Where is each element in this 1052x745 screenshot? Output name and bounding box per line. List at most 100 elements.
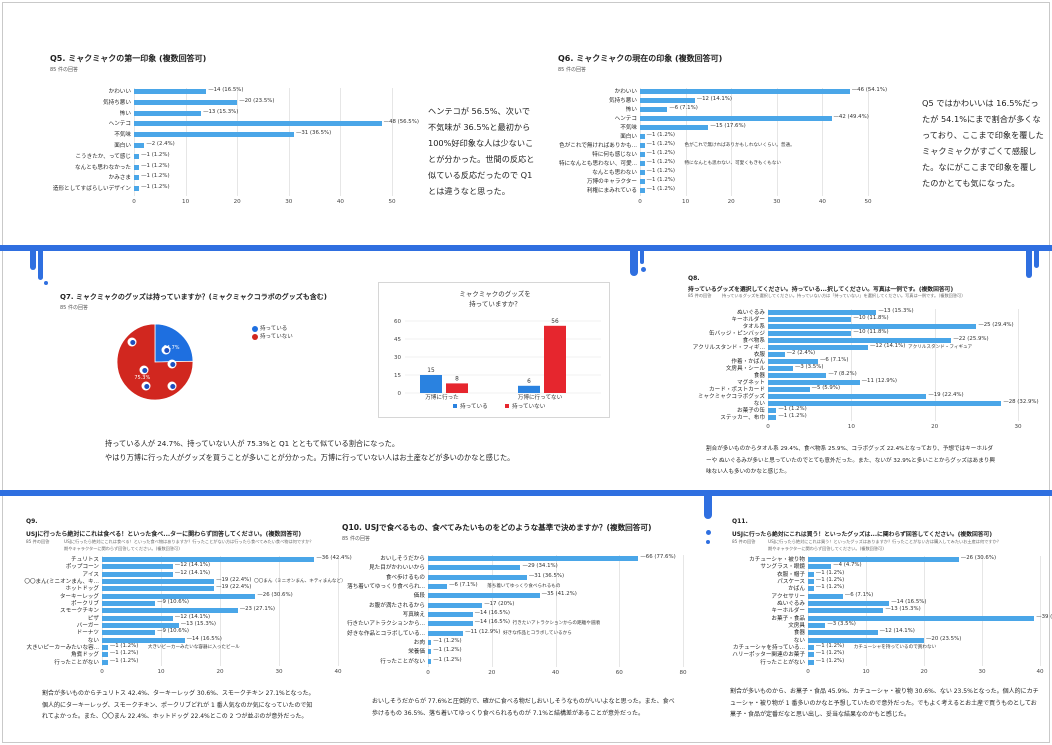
data-label: —3 (3.5%) bbox=[795, 364, 824, 370]
gridline bbox=[822, 88, 824, 196]
category-label: 価段 bbox=[413, 593, 425, 600]
category-label: ヘンテコ bbox=[614, 116, 637, 122]
legend-swatch bbox=[453, 404, 457, 408]
bar-annotation: 〇〇まん（ミニオンまん、キティまんなど） bbox=[254, 579, 346, 584]
data-label: —15 (17.6%) bbox=[710, 123, 746, 129]
bar-row: なんとも思わなかった —1 (1.2%) bbox=[75, 162, 392, 171]
bar bbox=[428, 565, 521, 571]
bar-row: ミャクミャクコラボグッズ —19 (22.4%) bbox=[698, 392, 1018, 400]
data-label: —12 (14.1%) bbox=[174, 562, 211, 569]
bar bbox=[428, 630, 464, 636]
category-label: 文房具 bbox=[788, 623, 805, 629]
gridline bbox=[982, 556, 983, 666]
bar-row: 色がこれで無ければありかも... —1 (1.2%) 色がこれで無ければありかもしれ… bbox=[559, 141, 868, 149]
bar-row: 写真映え —14 (16.5%) bbox=[403, 610, 683, 618]
bar-row: 万博のキャラクター —1 (1.2%) bbox=[587, 177, 868, 185]
axis-tick-label: 40 bbox=[818, 199, 826, 205]
bar bbox=[102, 630, 156, 636]
category-label: 衣服 bbox=[753, 352, 765, 358]
bar-row: ターキーレッグ —26 (30.6%) bbox=[60, 591, 338, 600]
category-label: ターキーレッグ bbox=[59, 593, 99, 600]
bar-row: ない —28 (32.9%) bbox=[754, 399, 1039, 407]
bar-row: 栄養価 —1 (1.2%) bbox=[408, 647, 683, 655]
bar-row: かばん —1 (1.2%) bbox=[788, 584, 1040, 592]
category-label: ない bbox=[87, 637, 99, 644]
legend-label: 持っている bbox=[460, 402, 488, 410]
data-label: —1 (1.2%) bbox=[141, 162, 170, 169]
q6-count: 85 件の回答 bbox=[558, 67, 586, 73]
axis-tick-label: 50 bbox=[388, 199, 396, 205]
data-label: —23 (27.1%) bbox=[239, 606, 275, 613]
q11-sub-2: 期やキャラクターに関わらず回答してください。(複数回答可) bbox=[768, 546, 884, 551]
q5-count: 85 件の回答 bbox=[50, 67, 78, 73]
q9-note: 割合が多いものからチュリトス 42.4%、ターキーレッグ 30.6%、スモークチ… bbox=[42, 690, 315, 720]
data-label: —6 (7.1%) bbox=[820, 357, 849, 363]
bar-row: お菓子・食品 —39 (45.9%) bbox=[771, 614, 1052, 622]
gridline bbox=[619, 555, 621, 667]
q10-count: 85 件の回答 bbox=[342, 536, 370, 542]
bar-row: 〇〇まん(ミニオンまん、キ... —19 (22.4%) 〇〇まん（ミニオンまん、キ… bbox=[24, 577, 345, 585]
data-label: —19 (22.4%) bbox=[216, 584, 252, 591]
q9-sub: USJに行ったら絶対にこれは食べる！といった食べ物はありますか？行ったことがない… bbox=[64, 539, 314, 544]
bar-row: 特になんとも思わない、可愛... —1 (1.2%) 特になんとも思わない、可愛くも… bbox=[559, 159, 868, 167]
gridline bbox=[768, 309, 769, 421]
category-label: 怖い bbox=[625, 107, 637, 113]
mascot-pupil-icon bbox=[130, 340, 136, 345]
bar-row: ポークリブ —9 (10.6%) bbox=[71, 599, 338, 607]
bar bbox=[808, 645, 814, 650]
data-label: —6 (7.1%) bbox=[449, 582, 478, 588]
bar bbox=[428, 574, 527, 580]
legend-label: 持っていない bbox=[512, 402, 546, 410]
data-label: —26 (30.6%) bbox=[257, 591, 293, 598]
gridline bbox=[491, 555, 493, 667]
bar bbox=[428, 612, 473, 617]
category-label: アクリルスタンド・フィギ... bbox=[692, 345, 765, 351]
gridline bbox=[924, 556, 925, 666]
category-label: ピザ bbox=[87, 615, 99, 622]
bar bbox=[768, 338, 952, 343]
data-label: —1 (1.2%) bbox=[815, 584, 845, 591]
data-label: —6 (7.1%) bbox=[844, 591, 874, 598]
category-label: 缶バッジ・ピンバッジ bbox=[709, 331, 765, 337]
bar bbox=[808, 601, 890, 606]
category-label: 栄養価 bbox=[408, 649, 425, 656]
pie-slice-label: 75.3% bbox=[134, 375, 150, 381]
gridline bbox=[392, 88, 393, 196]
bar bbox=[768, 373, 827, 378]
data-label: —1 (1.2%) bbox=[433, 638, 462, 644]
q11-note: 割合が多いものから、お菓子・食品 45.9%、カチューシャ・被り物 30.6%、… bbox=[730, 688, 1039, 718]
q5-chart: 0 10 20 30 40 50 かわいい —14 (16.5%) 気持ち悪い —20 (23.5… bbox=[53, 87, 419, 205]
bar bbox=[428, 649, 432, 655]
category-label: 作着・かばん bbox=[731, 359, 765, 365]
q5-note: ヘンテコが 56.5%、次いで不気味が 36.5%と最初から100%好印象な人は… bbox=[428, 106, 535, 196]
category-label: チュリトス bbox=[71, 557, 99, 563]
bar-annotation: 行きたいアトラクションからの距離や道順 bbox=[512, 621, 600, 627]
bar-row: 利権にまみれている —1 (1.2%) bbox=[587, 186, 868, 194]
bar-row: ヘンテコ —48 (56.5%) bbox=[109, 119, 419, 127]
data-label: —5 (5.9%) bbox=[811, 385, 841, 391]
bar bbox=[134, 121, 382, 127]
q9-sub-2: 期やキャラクターに関わらず回答してください。(複数回答可) bbox=[64, 546, 180, 551]
axis-tick-label: 30 bbox=[978, 669, 986, 675]
bar bbox=[134, 153, 140, 159]
bar-row: 価段 —35 (41.2%) bbox=[414, 591, 683, 599]
category-label: タオル系 bbox=[742, 324, 765, 330]
category-label: カチューシャを持っている... bbox=[732, 645, 805, 651]
category-label: 行きたいアトラクションから... bbox=[346, 621, 425, 628]
category-label: スモークチキン bbox=[60, 608, 99, 615]
category-label: 食べ歩けるもの bbox=[385, 574, 425, 581]
data-label: —14 (16.5%) bbox=[208, 87, 244, 93]
bar-row: 食器 —7 (8.2%) bbox=[754, 371, 1018, 379]
q9-count: 85 件の回答 bbox=[26, 539, 50, 544]
data-label: —29 (34.1%) bbox=[522, 563, 558, 570]
data-label: —1 (1.2%) bbox=[433, 647, 462, 654]
q7-legend: 持っている 持っていない bbox=[252, 324, 293, 340]
section-divider-bottom bbox=[0, 490, 1052, 544]
axis-tick-label: 10 bbox=[847, 424, 855, 430]
data-label: —9 (10.6%) bbox=[157, 599, 189, 605]
gridline bbox=[279, 556, 280, 666]
bar-row: かみさま —1 (1.2%) bbox=[109, 173, 392, 181]
bar bbox=[808, 593, 843, 599]
category-label: なんとも思わなかった bbox=[75, 164, 131, 171]
q8-count: 85 件の回答 bbox=[688, 293, 712, 298]
